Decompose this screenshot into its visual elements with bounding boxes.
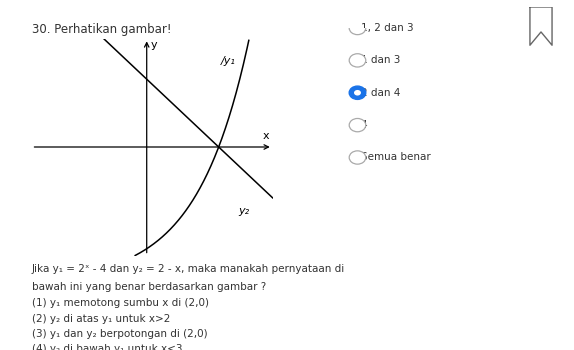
Text: 4: 4: [360, 120, 367, 130]
Circle shape: [354, 90, 361, 96]
Text: (3) y₁ dan y₂ berpotongan di (2,0): (3) y₁ dan y₂ berpotongan di (2,0): [32, 329, 207, 339]
Circle shape: [349, 21, 366, 35]
Circle shape: [349, 54, 366, 67]
Circle shape: [349, 86, 366, 99]
Circle shape: [349, 118, 366, 132]
Text: (2) y₂ di atas y₁ untuk x>2: (2) y₂ di atas y₁ untuk x>2: [32, 314, 170, 324]
Circle shape: [349, 151, 366, 164]
Text: (4) y₂ di bawah y₁ untuk x<3: (4) y₂ di bawah y₁ untuk x<3: [32, 344, 182, 350]
Text: x: x: [262, 131, 269, 141]
Text: bawah ini yang benar berdasarkan gambar ?: bawah ini yang benar berdasarkan gambar …: [32, 282, 266, 292]
Text: Jika y₁ = 2ˣ - 4 dan y₂ = 2 - x, maka manakah pernyataan di: Jika y₁ = 2ˣ - 4 dan y₂ = 2 - x, maka ma…: [32, 264, 345, 274]
Text: 1, 2 dan 3: 1, 2 dan 3: [360, 23, 413, 33]
Text: Semua benar: Semua benar: [360, 153, 430, 162]
Text: 1 dan 3: 1 dan 3: [360, 55, 400, 65]
Text: 30. Perhatikan gambar!: 30. Perhatikan gambar!: [32, 23, 171, 36]
Text: 2 dan 4: 2 dan 4: [360, 88, 400, 98]
Text: y₂: y₂: [238, 206, 250, 216]
Text: (1) y₁ memotong sumbu x di (2,0): (1) y₁ memotong sumbu x di (2,0): [32, 298, 208, 308]
Text: y: y: [151, 40, 158, 50]
Text: /y₁: /y₁: [220, 56, 235, 66]
